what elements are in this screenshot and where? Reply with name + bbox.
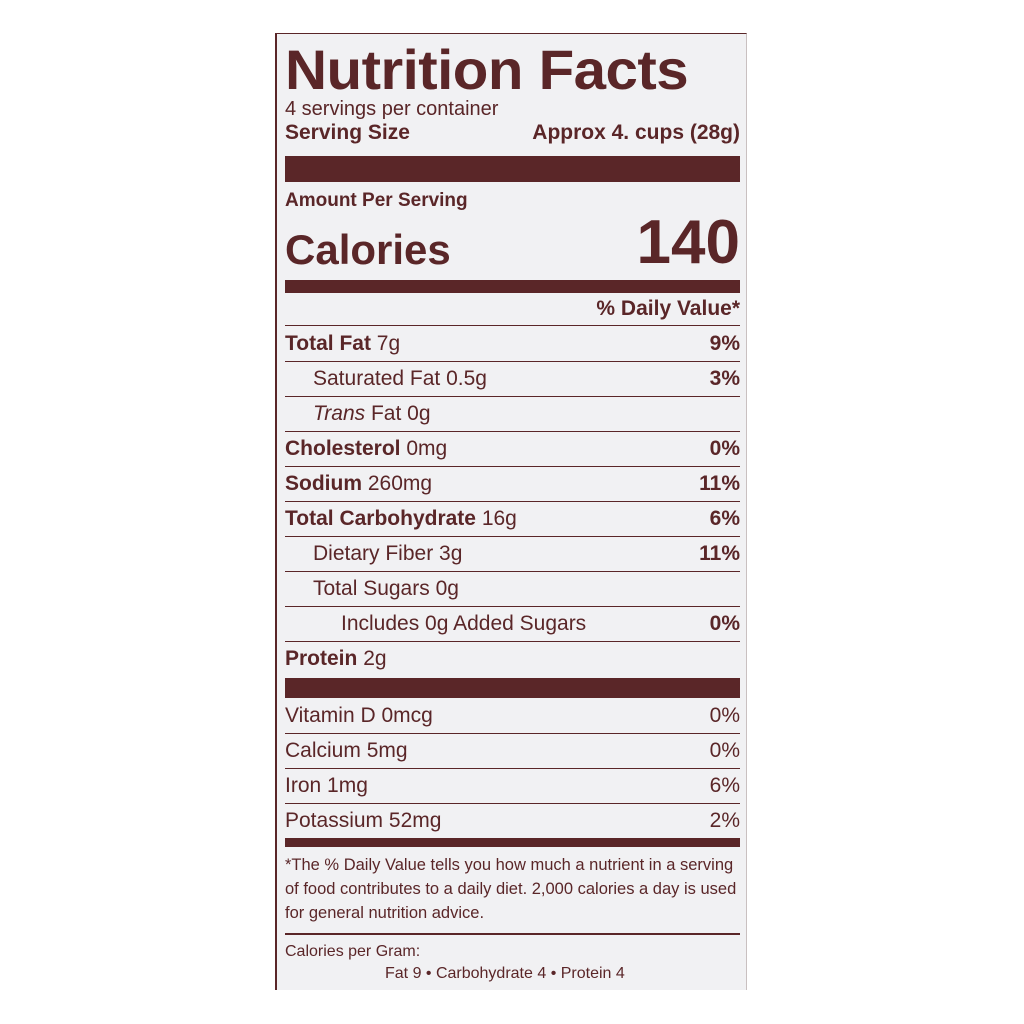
calories-label: Calories <box>285 226 451 273</box>
nutrient-label: Saturated Fat <box>313 367 441 390</box>
vitamin-row: Iron 1mg 6% <box>285 768 740 803</box>
nutrient-label: Total Carbohydrate <box>285 507 476 530</box>
nutrient-label: Sodium <box>285 472 362 495</box>
nutrient-row: Trans Fat 0g <box>285 396 740 431</box>
nutrient-amount: 0g <box>435 577 459 600</box>
calories-per-gram-values: Fat 9 • Carbohydrate 4 • Protein 4 <box>385 965 625 982</box>
label-title: Nutrition Facts <box>285 38 689 101</box>
vitamin-row: Potassium 52mg 2% <box>285 803 740 838</box>
nutrient-name: Includes 0g Added Sugars <box>341 612 586 636</box>
nutrient-daily-value: 0% <box>709 612 740 635</box>
serving-size: Serving Size Approx 4. cups (28g) <box>285 120 740 146</box>
nutrient-daily-value: 3% <box>709 367 740 390</box>
nutrient-label: Trans <box>313 402 366 425</box>
vitamin-row: Vitamin D 0mcg 0% <box>285 698 740 733</box>
calories-row: Calories 140 <box>285 212 740 274</box>
vitamin-label: Calcium <box>285 739 361 762</box>
nutrient-daily-value: 11% <box>699 542 740 565</box>
calories-per-gram-label: Calories per Gram: <box>285 943 421 960</box>
vitamin-daily-value: 0% <box>709 739 740 762</box>
nutrient-name: Cholesterol 0mg <box>285 437 447 461</box>
nutrient-row: Sodium 260mg 11% <box>285 466 740 501</box>
vitamin-label: Vitamin D <box>285 703 376 727</box>
nutrient-name: Total Sugars 0g <box>313 577 459 601</box>
vitamin-amount: 0mcg <box>381 703 433 727</box>
medium-divider <box>285 280 740 293</box>
nutrient-label: Protein <box>285 647 358 670</box>
nutrient-daily-value: 9% <box>709 331 740 355</box>
nutrient-name: Dietary Fiber 3g <box>313 542 462 566</box>
calories-value: 140 <box>636 208 740 277</box>
nutrient-name: Total Carbohydrate 16g <box>285 507 517 531</box>
nutrient-name: Protein 2g <box>285 647 387 671</box>
nutrient-row: Saturated Fat 0.5g 3% <box>285 361 740 396</box>
nutrient-list: Total Fat 7g 9% Saturated Fat 0.5g 3% Trans … <box>285 326 740 676</box>
thick-divider <box>285 156 740 182</box>
nutrient-name: Sodium 260mg <box>285 472 432 496</box>
daily-value-header: % Daily Value* <box>285 293 740 326</box>
nutrient-name: Saturated Fat 0.5g <box>313 367 487 391</box>
nutrient-amount: 2g <box>363 647 387 670</box>
vitamin-daily-value: 6% <box>709 774 740 797</box>
vitamin-amount: 52mg <box>388 809 442 832</box>
nutrient-row: Protein 2g <box>285 641 740 676</box>
amount-per-serving: Amount Per Serving <box>285 190 468 211</box>
nutrient-amount: 3g <box>439 542 463 565</box>
vitamin-row: Calcium 5mg 0% <box>285 733 740 768</box>
vitamin-amount: 5mg <box>366 739 408 762</box>
nutrient-label: Includes 0g Added Sugars <box>341 612 587 635</box>
servings-per-container: 4 servings per container <box>285 98 499 120</box>
footnote: *The % Daily Value tells you how much a … <box>285 847 740 935</box>
nutrient-amount: 260mg <box>367 472 433 495</box>
serving-size-value: Approx 4. cups (28g) <box>532 121 740 144</box>
serving-size-label: Serving Size <box>285 121 410 144</box>
nutrient-amount: 0.5g <box>446 367 487 390</box>
nutrient-label: Total Sugars <box>313 577 430 600</box>
vitamin-name: Vitamin D 0mcg <box>285 704 433 728</box>
nutrient-name: Total Fat 7g <box>285 332 400 356</box>
vitamin-daily-value: 2% <box>709 809 740 832</box>
nutrient-label: Total Fat <box>285 331 371 355</box>
thick-divider <box>285 678 740 698</box>
nutrient-amount: 0g <box>407 402 431 425</box>
vitamin-name: Iron 1mg <box>285 774 368 798</box>
nutrient-amount: 16g <box>481 507 517 530</box>
nutrient-daily-value: 6% <box>709 507 740 530</box>
medium-divider <box>285 838 740 847</box>
nutrient-label-suffix: Fat <box>370 402 402 425</box>
vitamin-label: Potassium <box>285 809 384 832</box>
vitamin-list: Vitamin D 0mcg 0% Calcium 5mg 0% Iron 1mg 6% P… <box>285 698 740 838</box>
vitamin-name: Potassium 52mg <box>285 809 441 833</box>
vitamin-label: Iron <box>285 774 322 797</box>
nutrient-amount: 7g <box>376 331 401 355</box>
nutrient-label: Dietary Fiber <box>313 542 434 565</box>
nutrient-row: Total Sugars 0g <box>285 571 740 606</box>
vitamin-name: Calcium 5mg <box>285 739 408 763</box>
nutrition-facts-label: Nutrition Facts 4 servings per container… <box>275 33 747 990</box>
nutrient-row: Includes 0g Added Sugars 0% <box>285 606 740 641</box>
nutrient-label: Cholesterol <box>285 437 401 460</box>
nutrient-amount: 0mg <box>406 437 448 460</box>
vitamin-daily-value: 0% <box>709 703 740 727</box>
nutrient-daily-value: 11% <box>699 472 740 495</box>
vitamin-amount: 1mg <box>327 774 368 797</box>
nutrient-row: Total Carbohydrate 16g 6% <box>285 501 740 536</box>
nutrient-row: Cholesterol 0mg 0% <box>285 431 740 466</box>
nutrient-row: Dietary Fiber 3g 11% <box>285 536 740 571</box>
nutrient-daily-value: 0% <box>709 437 740 460</box>
nutrient-name: Trans Fat 0g <box>313 402 431 426</box>
nutrient-row: Total Fat 7g 9% <box>285 326 740 361</box>
